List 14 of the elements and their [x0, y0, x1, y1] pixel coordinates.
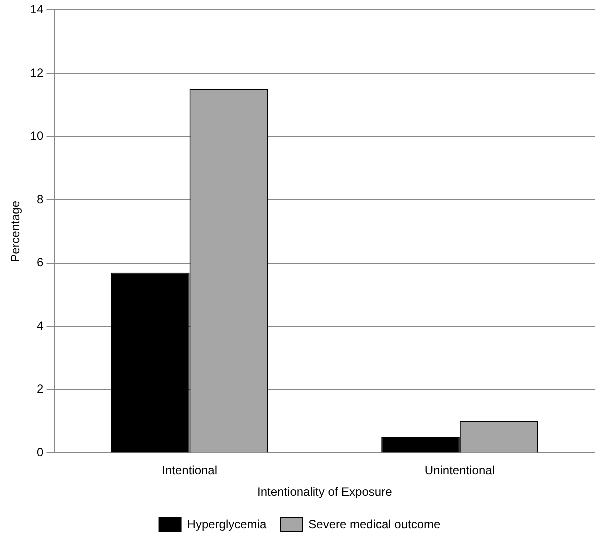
- y-axis-title: Percentage: [8, 200, 23, 262]
- y-tick-label: 14: [30, 2, 44, 17]
- y-tick-label: 4: [37, 318, 44, 333]
- y-tick-label: 8: [37, 192, 44, 206]
- x-tick-label: Intentional: [162, 464, 218, 478]
- legend-label: Severe medical outcome: [308, 517, 442, 532]
- x-axis-title: Intentionality of Exposure: [258, 485, 393, 500]
- x-tick-label: Unintentional: [424, 464, 495, 478]
- y-tick-label: 10: [30, 129, 44, 144]
- y-tick-label: 6: [37, 256, 44, 270]
- y-tick-label: 0: [37, 446, 44, 460]
- y-tick-label: 2: [37, 382, 44, 396]
- y-tick-label: 12: [30, 66, 44, 80]
- legend-label: Hyperglycemia: [187, 517, 267, 532]
